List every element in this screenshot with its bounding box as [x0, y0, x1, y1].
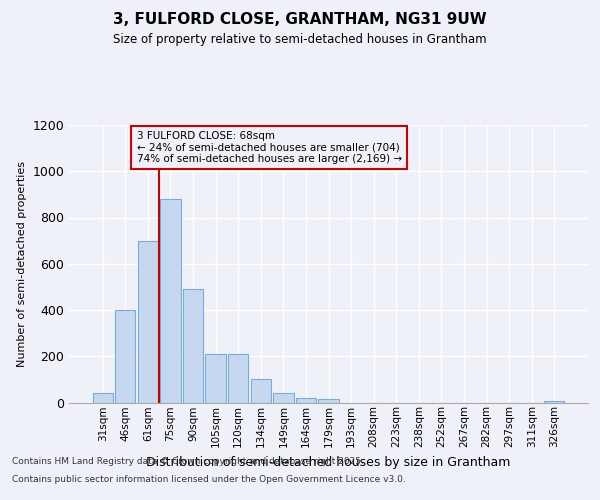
Bar: [273, 393, 293, 402]
Bar: [228, 354, 248, 403]
Text: 3 FULFORD CLOSE: 68sqm
← 24% of semi-detached houses are smaller (704)
74% of se: 3 FULFORD CLOSE: 68sqm ← 24% of semi-det…: [137, 131, 402, 164]
Y-axis label: Number of semi-detached properties: Number of semi-detached properties: [17, 161, 27, 367]
Bar: [251, 380, 271, 402]
Bar: [115, 310, 136, 402]
X-axis label: Distribution of semi-detached houses by size in Grantham: Distribution of semi-detached houses by …: [146, 456, 511, 468]
Bar: [319, 399, 338, 402]
Text: 3, FULFORD CLOSE, GRANTHAM, NG31 9UW: 3, FULFORD CLOSE, GRANTHAM, NG31 9UW: [113, 12, 487, 28]
Bar: [205, 354, 226, 403]
Bar: [160, 199, 181, 402]
Bar: [138, 240, 158, 402]
Text: Contains public sector information licensed under the Open Government Licence v3: Contains public sector information licen…: [12, 475, 406, 484]
Text: Size of property relative to semi-detached houses in Grantham: Size of property relative to semi-detach…: [113, 32, 487, 46]
Bar: [183, 289, 203, 403]
Bar: [92, 393, 113, 402]
Bar: [296, 398, 316, 402]
Text: Contains HM Land Registry data © Crown copyright and database right 2025.: Contains HM Land Registry data © Crown c…: [12, 458, 364, 466]
